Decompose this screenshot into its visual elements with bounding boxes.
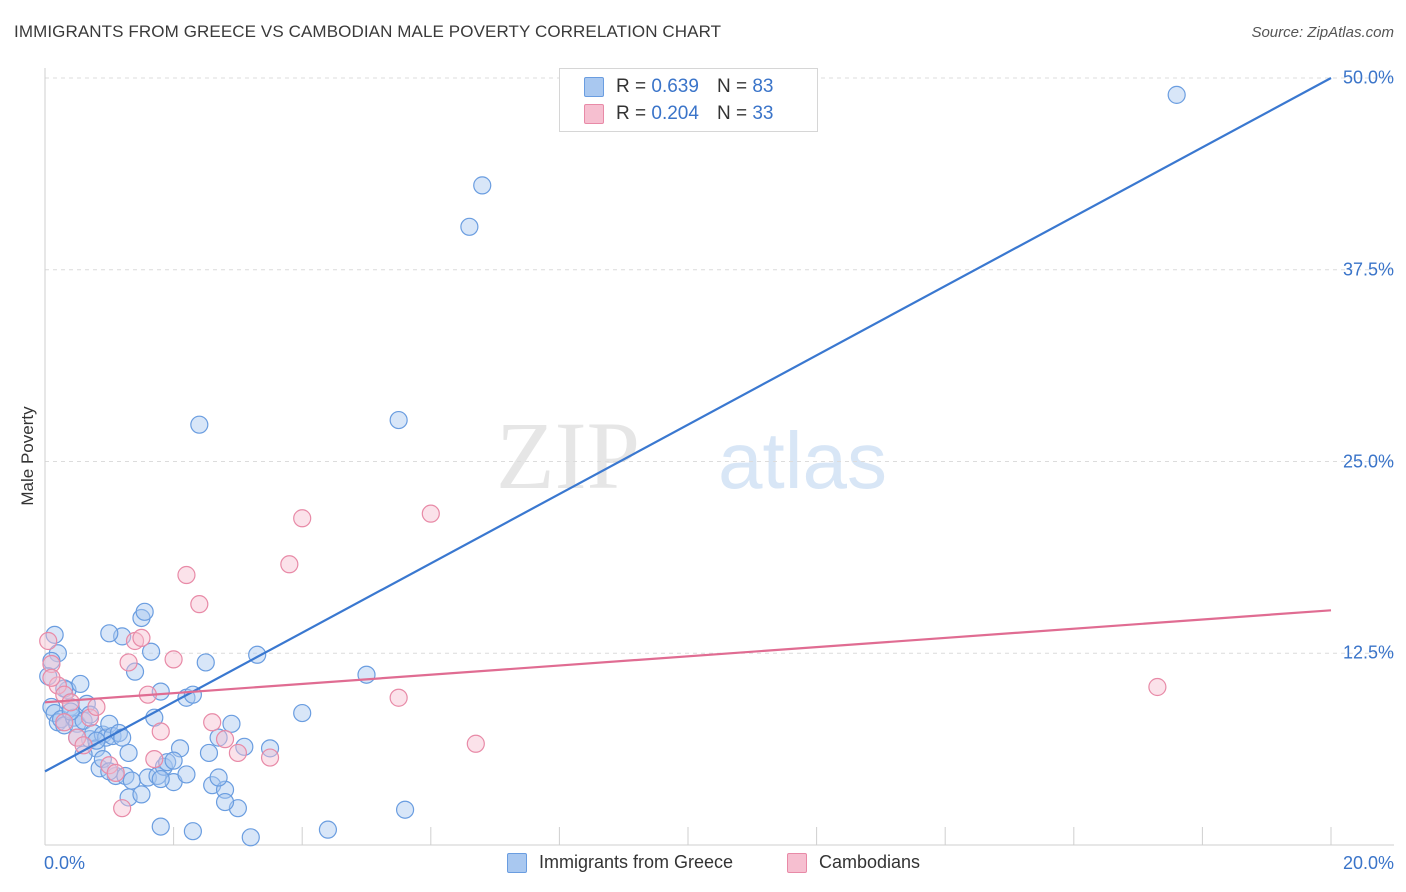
x-tick-min: 0.0% bbox=[44, 853, 86, 873]
trend-lines bbox=[44, 77, 1332, 773]
data-point bbox=[100, 624, 119, 643]
data-point bbox=[55, 713, 74, 732]
data-point bbox=[135, 602, 154, 621]
x-tick-max: 20.0% bbox=[1342, 853, 1394, 873]
data-point bbox=[145, 749, 164, 769]
data-point bbox=[241, 828, 260, 847]
data-point bbox=[228, 743, 247, 763]
bottom-legend-cambodians: Cambodians bbox=[787, 852, 920, 873]
data-point bbox=[42, 654, 61, 674]
trend-line bbox=[44, 77, 1332, 773]
chart-title: IMMIGRANTS FROM GREECE VS CAMBODIAN MALE… bbox=[14, 22, 722, 41]
legend-n-value: 83 bbox=[752, 76, 774, 97]
data-point bbox=[125, 662, 145, 681]
y-tick-label: 50.0% bbox=[1342, 67, 1394, 88]
data-point bbox=[280, 555, 299, 574]
data-point bbox=[1167, 85, 1186, 104]
watermark-zip: ZIP bbox=[496, 402, 640, 509]
data-point bbox=[177, 765, 196, 784]
data-point bbox=[395, 800, 415, 819]
bottom-legend-label-cambodians: Cambodians bbox=[819, 852, 921, 872]
data-point bbox=[132, 628, 151, 648]
data-points bbox=[39, 85, 1186, 847]
data-point bbox=[39, 631, 58, 651]
trend-line bbox=[44, 609, 1332, 704]
legend-swatch-greece bbox=[584, 77, 604, 97]
data-point bbox=[293, 509, 312, 528]
legend-n-value: 33 bbox=[752, 103, 774, 124]
data-point bbox=[119, 653, 138, 672]
data-point bbox=[151, 817, 170, 836]
data-point bbox=[260, 748, 280, 767]
data-point bbox=[199, 743, 219, 763]
bottom-legend-greece: Immigrants from Greece bbox=[507, 852, 733, 873]
legend-row-greece: R = 0.639 N = 83 bbox=[584, 74, 773, 100]
axes bbox=[44, 68, 1394, 846]
data-point bbox=[132, 785, 151, 804]
data-point bbox=[196, 653, 215, 672]
legend-r-label: R = bbox=[616, 103, 647, 124]
grid-lines bbox=[45, 77, 1394, 654]
bottom-legend-swatch-cambodians bbox=[787, 852, 807, 873]
data-point bbox=[466, 734, 485, 753]
data-point bbox=[141, 642, 161, 661]
legend-r-value: 0.204 bbox=[651, 103, 699, 124]
data-point bbox=[1148, 677, 1167, 697]
data-point bbox=[293, 703, 312, 723]
data-point bbox=[203, 713, 222, 732]
legend-r-label: R = bbox=[616, 76, 647, 97]
data-point bbox=[190, 595, 209, 614]
data-point bbox=[209, 728, 228, 747]
data-point bbox=[151, 722, 170, 741]
data-point bbox=[215, 730, 235, 749]
data-point bbox=[164, 650, 183, 669]
data-point bbox=[100, 762, 119, 781]
data-point bbox=[151, 769, 170, 789]
data-point bbox=[222, 714, 241, 733]
data-point bbox=[80, 708, 100, 727]
legend-row-cambodians: R = 0.204 N = 33 bbox=[584, 101, 773, 127]
y-tick-label: 25.0% bbox=[1342, 451, 1394, 471]
data-point bbox=[183, 822, 202, 841]
bottom-legend-label-greece: Immigrants from Greece bbox=[539, 852, 734, 872]
data-point bbox=[460, 217, 479, 236]
data-point bbox=[389, 688, 408, 707]
legend-n-label: N = bbox=[716, 76, 748, 97]
data-point bbox=[119, 743, 138, 763]
data-point bbox=[473, 176, 492, 195]
watermark-atlas: atlas bbox=[718, 416, 887, 505]
data-point bbox=[421, 504, 440, 523]
data-point bbox=[190, 415, 209, 434]
data-point bbox=[42, 668, 61, 687]
data-point bbox=[318, 820, 338, 839]
data-point bbox=[260, 739, 280, 758]
data-point bbox=[61, 702, 80, 721]
watermark: ZIP atlas bbox=[496, 402, 887, 509]
data-point bbox=[389, 410, 408, 430]
source-label: Source: ZipAtlas.com bbox=[1251, 24, 1394, 41]
legend-r-value: 0.639 bbox=[651, 76, 699, 97]
data-point bbox=[106, 763, 125, 783]
data-point bbox=[164, 751, 183, 770]
data-point bbox=[209, 768, 228, 787]
data-point bbox=[113, 728, 132, 747]
correlation-legend: R = 0.639 N = 83 R = 0.204 N = 33 bbox=[559, 68, 818, 132]
legend-n-label: N = bbox=[716, 103, 748, 124]
data-point bbox=[113, 799, 132, 818]
legend-swatch-cambodians bbox=[584, 104, 604, 124]
data-point bbox=[215, 792, 235, 812]
bottom-legend-swatch-greece bbox=[507, 852, 527, 873]
data-point bbox=[177, 565, 196, 585]
data-point bbox=[61, 693, 80, 712]
data-point bbox=[87, 697, 106, 717]
y-tick-label: 12.5% bbox=[1342, 642, 1394, 663]
data-point bbox=[71, 674, 90, 694]
y-tick-label: 37.5% bbox=[1342, 259, 1394, 280]
